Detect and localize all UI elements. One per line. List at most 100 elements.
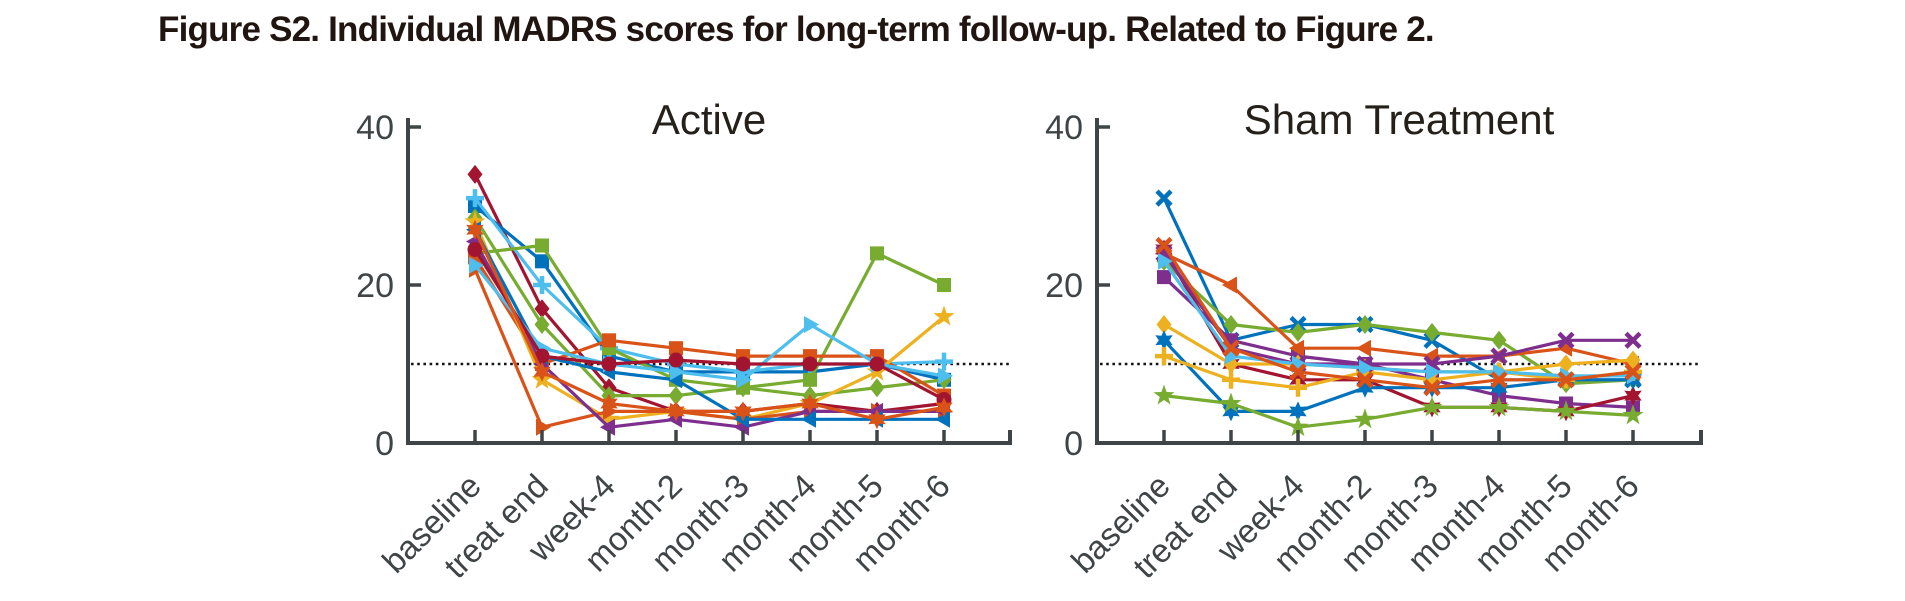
active-circle-marker [534, 348, 550, 364]
sham-x-marker [1222, 339, 1240, 357]
active-circle-marker [802, 356, 818, 372]
active-line-a12 [473, 247, 946, 402]
active-square-marker [535, 238, 549, 253]
sham-star6-marker [1356, 377, 1374, 398]
sham-x-marker [1423, 379, 1441, 397]
active-y-tick-label: 0 [375, 425, 394, 463]
sham-diamond-marker [1424, 322, 1440, 342]
sham-diamond-marker [1625, 350, 1641, 370]
active-triangle-left-marker [935, 410, 950, 428]
sham-line-s03 [1162, 275, 1635, 409]
sham-x-marker [1289, 363, 1307, 381]
sham-square-marker [1157, 270, 1171, 285]
sham-star6-marker [1624, 385, 1642, 406]
active-circle-marker [735, 356, 751, 372]
sham-x-marker [1490, 347, 1508, 365]
sham-line-s09 [1162, 394, 1635, 429]
sham-x-marker [1155, 189, 1173, 207]
active-circle-marker [467, 241, 483, 257]
sham-x-marker [1557, 371, 1575, 389]
active-plus-marker [935, 352, 953, 371]
sham-series-s09 [1153, 384, 1644, 437]
sham-plus-marker [1289, 378, 1307, 397]
sham-axes [1095, 118, 1703, 445]
active-plus-marker [466, 189, 484, 208]
active-plus-marker [533, 276, 551, 294]
sham-star5-marker [1622, 404, 1644, 425]
active-star6-marker [466, 219, 484, 240]
sham-star5-marker [1354, 408, 1376, 429]
active-star6-marker [801, 393, 819, 414]
sham-star6-marker [1490, 377, 1508, 398]
active-star6-marker [533, 361, 551, 382]
active-square-marker [803, 372, 817, 387]
sham-star5-marker [1153, 384, 1175, 405]
active-circle-marker [668, 352, 684, 368]
sham-star5-marker [1555, 400, 1577, 421]
sham-line-s11 [1162, 259, 1635, 378]
sham-x-marker [1490, 371, 1508, 389]
sham-star6-marker [1155, 330, 1173, 351]
sham-triangle-left-marker [1356, 339, 1371, 357]
sham-series-s12 [1155, 236, 1642, 397]
active-square-marker [669, 341, 683, 356]
active-line-a09 [473, 240, 946, 429]
active-star6-marker [667, 401, 685, 422]
active-series-a13 [466, 219, 953, 430]
sham-x-marker [1624, 331, 1642, 349]
active-triangle-right-marker [469, 256, 484, 274]
active-star6-marker [868, 409, 886, 430]
sham-diamond-marker [1290, 322, 1306, 342]
active-triangle-left-marker [600, 418, 615, 436]
active-line-a05 [473, 216, 946, 398]
sham-diamond-marker [1357, 315, 1373, 334]
sham-triangle-right-marker [1359, 359, 1374, 377]
active-circle-marker [869, 356, 885, 372]
sham-y-tick-label: 20 [1045, 267, 1083, 305]
active-square-marker [870, 246, 884, 261]
sham-star6-marker [1222, 401, 1240, 422]
active-line-a11 [473, 263, 946, 382]
active-diamond-marker [467, 164, 483, 184]
sham-star5-marker [1421, 396, 1443, 417]
sham-plus-marker [1155, 347, 1173, 366]
active-triangle-right-marker [737, 371, 752, 389]
sham-star6-marker [1155, 239, 1173, 260]
active-star6-marker [600, 393, 618, 414]
active-triangle-left-marker [801, 410, 816, 428]
sham-y-tick-label: 40 [1045, 109, 1083, 147]
sham-y-tick-label: 0 [1064, 425, 1083, 463]
active-series-a12 [467, 241, 952, 408]
active-star6-marker [935, 397, 953, 418]
active-star6-marker [734, 401, 752, 422]
active-diamond-marker [869, 378, 885, 398]
sham-x-marker [1624, 363, 1642, 381]
sham-triangle-left-marker [1289, 339, 1304, 357]
sham-plus-marker [1222, 370, 1240, 389]
active-triangle-right-marker [670, 363, 685, 381]
chart-title-sham: Sham Treatment [1243, 96, 1555, 143]
sham-star5-marker [1488, 396, 1510, 417]
active-diamond-marker [534, 299, 550, 319]
sham-star6-marker [1289, 401, 1307, 422]
active-square-marker [937, 278, 951, 292]
active-y-tick-label: 20 [356, 267, 394, 305]
sham-triangle-right-marker [1426, 363, 1441, 381]
active-triangle-right-marker [804, 316, 819, 333]
figure-title: Figure S2. Individual MADRS scores for l… [158, 10, 1435, 49]
sham-diamond-marker [1223, 315, 1239, 334]
active-triangle-right-marker [938, 367, 953, 385]
sham-star5-marker [1287, 416, 1309, 437]
sham-x-marker [1155, 236, 1173, 255]
sham-diamond-marker [1491, 330, 1507, 350]
active-diamond-marker [668, 386, 684, 406]
sham-star5-marker [1220, 392, 1242, 413]
active-star5-marker [598, 408, 620, 429]
active-line-a13 [473, 228, 946, 421]
sham-triangle-left-marker [1222, 276, 1237, 294]
active-square-marker [602, 333, 616, 348]
sham-x-marker [1557, 331, 1575, 349]
active-triangle-right-marker [536, 418, 551, 436]
